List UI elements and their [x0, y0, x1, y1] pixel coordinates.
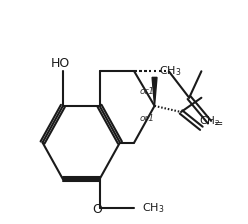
Text: CH$_3$: CH$_3$: [159, 64, 181, 78]
Text: HO: HO: [51, 57, 70, 70]
Text: =: =: [214, 119, 223, 129]
Text: CH$_3$: CH$_3$: [142, 201, 165, 215]
Polygon shape: [152, 77, 157, 106]
Text: or1: or1: [139, 114, 154, 123]
Text: O: O: [93, 203, 102, 216]
Text: CH$_2$: CH$_2$: [199, 114, 220, 128]
Text: or1: or1: [139, 87, 154, 96]
